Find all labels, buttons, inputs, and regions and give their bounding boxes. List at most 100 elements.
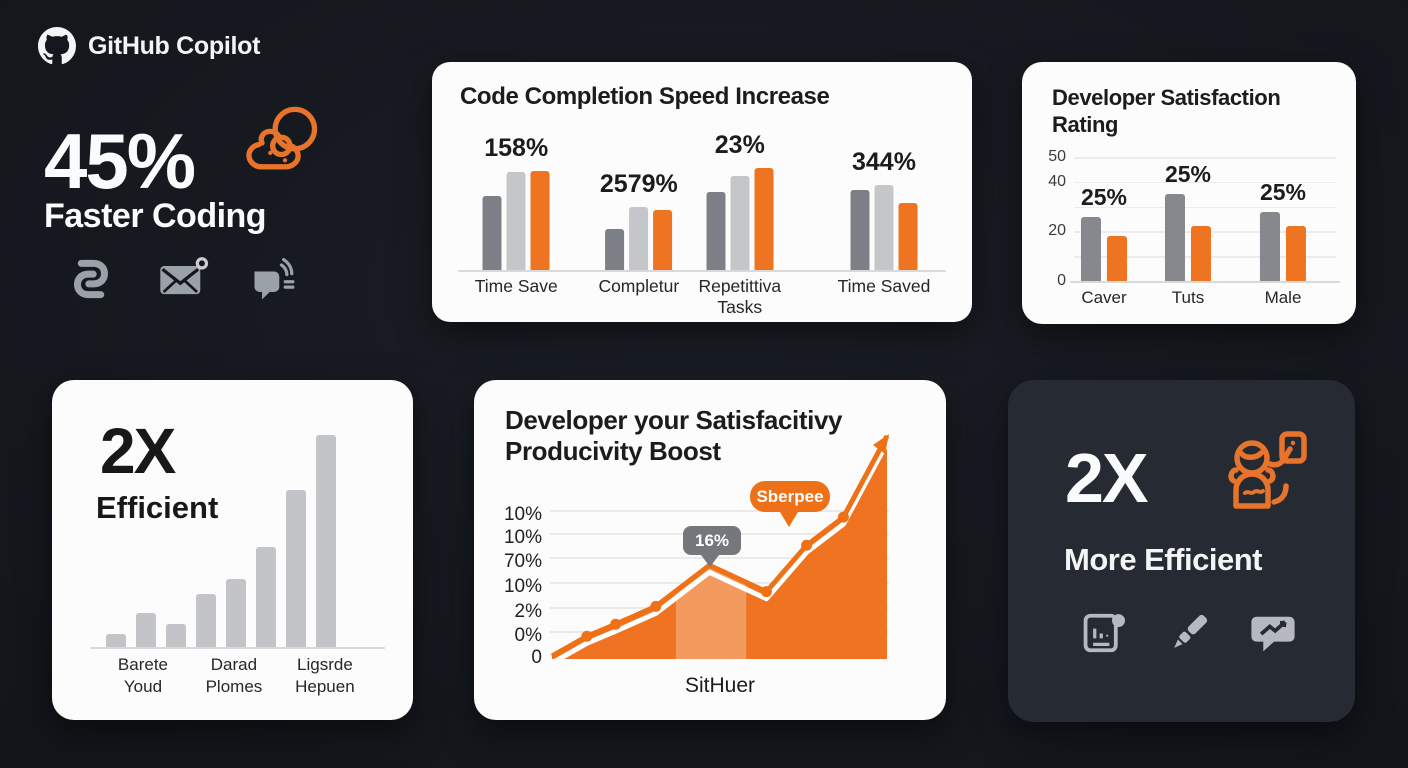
y-tick-label: 70% (503, 551, 542, 572)
bar (874, 184, 894, 270)
brand: GitHub Copilot (38, 27, 260, 65)
chat-trend-icon (1251, 616, 1295, 652)
bar (706, 191, 726, 270)
data-point (610, 618, 622, 630)
bar-row (1164, 194, 1211, 281)
card-sat-title-line1: Developer Satisfaction (1052, 85, 1281, 110)
bar-value-label: 2579% (599, 170, 678, 198)
bar (730, 176, 750, 270)
x-axis (90, 647, 385, 649)
category-label: Tuts (1171, 288, 1205, 307)
more-efficient-stat: 2X (1065, 439, 1149, 517)
copilot-cloud-icon (246, 106, 318, 170)
satisfaction-bar-chart: 50 40 20 0 25% Caver 25% Tuts 25% Male (1022, 62, 1356, 324)
bar-value-label: 344% (851, 147, 916, 176)
bar-row (706, 167, 774, 270)
y-tick-label: 0 (1057, 272, 1066, 289)
hero-icon-row (64, 252, 302, 306)
card-sat-title: Developer Satisfaction Rating (1052, 84, 1281, 138)
category-label: Barete Youd (117, 655, 169, 696)
bar-row (1080, 216, 1127, 281)
knot-icon (73, 259, 109, 299)
y-tick-label: 10% (503, 504, 542, 525)
category-label: Completur (598, 276, 680, 296)
y-tick-label: 50 (1048, 148, 1066, 165)
bar-group: 344% (850, 147, 918, 270)
bar (754, 167, 774, 270)
bar (166, 623, 186, 647)
mail-notification-icon (160, 257, 209, 295)
bar (605, 229, 625, 270)
bar (226, 579, 246, 647)
bar (196, 594, 216, 647)
category-label: Caver (1081, 288, 1127, 307)
bar (482, 195, 502, 270)
category-label: Ligsrde Hepuen (295, 655, 355, 696)
bar-row (850, 184, 918, 270)
data-point (581, 630, 593, 642)
bar (850, 190, 870, 270)
y-tick-label: 0 (531, 647, 542, 668)
github-logo-icon (38, 27, 76, 65)
bar (1259, 211, 1280, 281)
boost-x-axis-label: SitHuer (684, 674, 756, 697)
boost-area-chart (550, 434, 890, 666)
card-sat-title-line2: Rating (1052, 112, 1119, 137)
trend-line-white (550, 441, 890, 666)
data-point (837, 511, 849, 523)
bar (1285, 226, 1306, 281)
bar (629, 207, 649, 270)
x-axis (1070, 281, 1340, 283)
card-2x-more-efficient: 2X More Efficient (1008, 380, 1355, 722)
speed-bar-chart: 158% Time Save 2579% Completur 23% Repetittiv… (432, 62, 972, 322)
bar (898, 202, 918, 270)
bar (106, 634, 126, 647)
bar (1190, 226, 1211, 281)
y-tick-label: 10% (503, 576, 542, 597)
data-point (650, 600, 662, 612)
bar-value-label: 25% (1259, 178, 1307, 205)
category-label: Time Saved (837, 276, 931, 296)
card-boost-title-line2: Producivity Boost (505, 436, 721, 466)
bar-group: 25% (1081, 184, 1127, 281)
bar-row (1259, 211, 1306, 281)
bar (316, 435, 336, 647)
bar (136, 613, 156, 647)
bar-value-label: 25% (1164, 161, 1212, 188)
grid-line (1074, 206, 1336, 209)
bar (1106, 236, 1127, 281)
copilot-people-icon (1228, 431, 1307, 509)
hero-label: Faster Coding (44, 197, 267, 235)
efficiency-growth-chart: Barete Youd Darad Plomes Ligsrde Hepuen (52, 380, 413, 720)
card-speed-title: Code Completion Speed Increase (460, 83, 830, 110)
marker-pen-icon (1174, 614, 1208, 648)
bar-group: 25% (1260, 179, 1306, 281)
bar (1164, 194, 1185, 281)
bar-group: 25% (1165, 161, 1211, 281)
bar-value-label: 23% (714, 130, 765, 159)
more-efficient-label: More Efficient (1064, 542, 1262, 577)
y-tick-label: 2% (514, 601, 542, 622)
card-productivity-boost: Developer your Satisfacitivy Producivity… (474, 380, 946, 720)
y-tick-label: 10% (503, 527, 542, 548)
bar (506, 172, 526, 270)
bar-group: 2579% (600, 170, 678, 270)
report-chart-icon (1083, 613, 1125, 653)
arrowhead-icon (873, 434, 889, 454)
card-2x-efficient: 2X Efficient Barete Youd Darad Plomes Ligs… (52, 380, 413, 720)
bar-row (482, 170, 550, 270)
card-boost-title-line1: Developer your Satisfacitivy (505, 405, 843, 435)
grid-line (1074, 181, 1336, 184)
bar (286, 490, 306, 647)
bar-group: 23% (706, 130, 774, 270)
brand-title: GitHub Copilot (88, 31, 261, 60)
bar (1080, 216, 1101, 281)
bar (653, 209, 673, 270)
area-fill (552, 436, 887, 659)
card-developer-satisfaction: Developer Satisfaction Rating 50 40 20 0 25%… (1022, 62, 1356, 324)
callout-16pct: 16% (683, 526, 741, 567)
grid-line (1074, 157, 1336, 159)
x-axis (458, 270, 946, 272)
callout-sberpee: Sberpee (750, 481, 830, 527)
category-label: Male (1264, 288, 1302, 307)
